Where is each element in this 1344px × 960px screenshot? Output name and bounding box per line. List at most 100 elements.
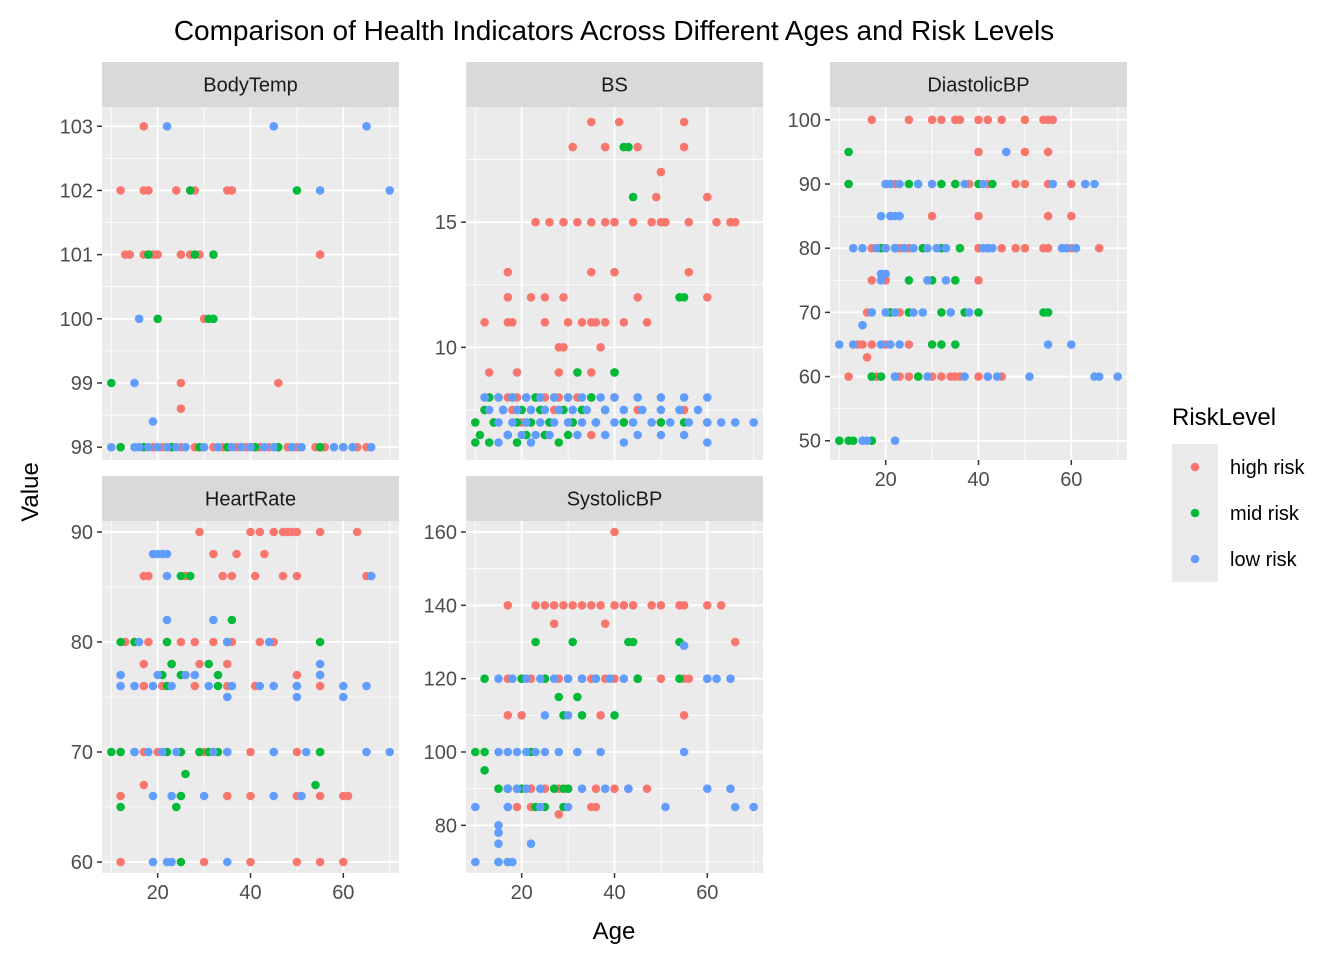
data-point xyxy=(844,179,853,189)
data-point xyxy=(148,857,158,867)
data-point xyxy=(679,430,689,440)
data-point xyxy=(540,601,550,610)
data-point xyxy=(573,217,582,227)
data-point xyxy=(545,217,554,227)
data-point xyxy=(909,243,918,253)
data-point xyxy=(227,442,237,452)
data-point xyxy=(366,442,376,452)
data-point xyxy=(610,217,619,227)
data-point xyxy=(269,791,279,801)
data-point xyxy=(246,791,255,801)
data-point xyxy=(703,784,712,793)
data-point xyxy=(116,681,125,691)
data-point xyxy=(195,527,204,537)
data-point xyxy=(484,368,494,377)
legend-label: high risk xyxy=(1230,457,1305,479)
data-point xyxy=(563,711,573,720)
data-point xyxy=(563,430,573,440)
data-point xyxy=(974,115,983,125)
x-tick-label: 20 xyxy=(511,882,533,904)
legend-marker xyxy=(1190,508,1200,518)
data-point xyxy=(941,243,951,253)
y-tick-label: 120 xyxy=(424,669,457,691)
data-point xyxy=(167,857,176,867)
data-point xyxy=(195,747,204,757)
data-point xyxy=(703,393,712,402)
data-point xyxy=(339,442,348,452)
data-point xyxy=(554,438,564,447)
data-point xyxy=(703,418,712,427)
data-point xyxy=(610,601,619,610)
data-point xyxy=(223,791,232,801)
data-point xyxy=(624,784,633,793)
data-point xyxy=(675,405,684,415)
x-tick-label: 20 xyxy=(875,469,897,491)
data-point xyxy=(610,418,619,427)
data-point xyxy=(876,276,886,285)
data-point xyxy=(726,784,735,793)
data-point xyxy=(536,784,545,793)
data-point xyxy=(536,674,545,683)
data-point xyxy=(573,747,582,757)
data-point xyxy=(730,418,740,427)
data-point xyxy=(269,747,279,757)
data-point xyxy=(269,681,279,691)
data-point xyxy=(503,802,513,812)
data-point xyxy=(577,601,587,610)
data-point xyxy=(858,340,867,349)
data-point xyxy=(1062,243,1071,253)
data-point xyxy=(503,293,513,302)
chart-title: Comparison of Health Indicators Across D… xyxy=(174,15,1054,46)
data-point xyxy=(988,243,997,253)
y-tick-label: 90 xyxy=(799,174,821,196)
data-point xyxy=(540,405,550,415)
data-point xyxy=(540,293,550,302)
data-point xyxy=(116,802,125,812)
data-point xyxy=(848,436,858,446)
data-point xyxy=(890,243,900,253)
data-point xyxy=(730,217,740,227)
legend-marker xyxy=(1190,462,1200,472)
data-point xyxy=(540,318,550,327)
data-point xyxy=(1020,115,1030,125)
data-point xyxy=(913,372,923,381)
facet-label: SystolicBP xyxy=(567,489,663,511)
data-point xyxy=(656,674,666,683)
y-tick-label: 140 xyxy=(424,595,457,617)
series-high-risk xyxy=(480,117,740,440)
data-point xyxy=(531,430,540,440)
data-point xyxy=(213,442,223,452)
data-point xyxy=(540,711,550,720)
data-point xyxy=(362,747,371,757)
data-point xyxy=(209,314,218,324)
data-point xyxy=(148,417,158,426)
data-point xyxy=(172,747,181,757)
data-point xyxy=(107,442,116,452)
data-point xyxy=(716,418,726,427)
data-point xyxy=(684,267,694,277)
data-point xyxy=(867,372,877,381)
data-point xyxy=(213,681,223,691)
data-point xyxy=(274,378,283,388)
data-point xyxy=(531,601,540,610)
data-point xyxy=(153,442,162,452)
data-point xyxy=(494,674,503,683)
data-point xyxy=(223,659,232,669)
data-point xyxy=(167,659,176,669)
data-point xyxy=(559,217,568,227)
data-point xyxy=(633,393,642,402)
data-point xyxy=(480,766,489,775)
data-point xyxy=(937,179,946,189)
data-point xyxy=(941,276,951,285)
data-point xyxy=(619,405,629,415)
data-point xyxy=(904,115,914,125)
data-point xyxy=(522,784,531,793)
data-point xyxy=(876,340,886,349)
data-point xyxy=(923,276,932,285)
data-point xyxy=(125,250,135,259)
data-point xyxy=(656,393,666,402)
data-point xyxy=(619,438,629,447)
data-point xyxy=(642,784,652,793)
data-point xyxy=(181,670,190,680)
data-point xyxy=(633,430,642,440)
